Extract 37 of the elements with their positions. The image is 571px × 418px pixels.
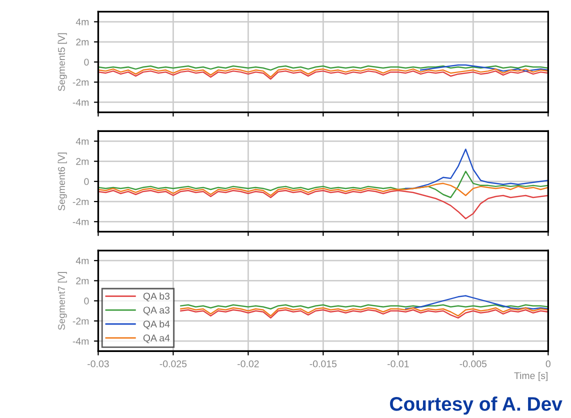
y-tick-label: 0 [84,58,89,66]
line-series [405,148,548,190]
line-series [420,64,548,72]
y-axis-title: Segment7 [V] [58,272,67,330]
legend-label: QA b3 [143,292,170,302]
y-axis-title: Segment6 [V] [58,152,67,210]
legend-label: QA a4 [143,334,170,344]
text: Courtesy of A. Dev [390,396,562,415]
legend-label: QA b4 [143,320,170,330]
x-tick-label: -0.025 [160,360,187,368]
y-tick-label: -4m [72,338,89,345]
x-axis-title: Time [s] [514,372,548,382]
y-tick-label: -2m [72,198,89,206]
x-tick-label: -0.015 [310,360,337,368]
x-tick-label: -0.03 [88,360,109,368]
x-tick-label: -0.02 [238,360,259,368]
y-tick-label: 0 [84,178,89,186]
y-tick-label: -4m [72,218,89,226]
y-tick-label: 4m [76,257,89,264]
x-tick-label: -0.005 [460,360,487,368]
x-tick-label: 0 [546,360,550,368]
y-tick-label: 0 [84,298,89,304]
legend-label: QA a3 [143,306,170,316]
y-tick-label: 2m [76,277,89,284]
y-tick-label: 2m [76,38,89,46]
y-tick-label: -2m [72,78,89,86]
line-series [405,295,548,310]
y-tick-label: 4m [76,18,89,26]
x-tick-label: -0.01 [388,360,409,368]
line-series [98,170,548,198]
line-series [98,190,548,220]
y-tick-label: -4m [72,99,89,106]
y-tick-label: -2m [72,318,89,324]
y-tick-label: 2m [76,158,89,165]
y-tick-label: 4m [76,138,89,145]
line-series [98,182,548,196]
y-axis-title: Segment5 [V] [58,33,67,92]
